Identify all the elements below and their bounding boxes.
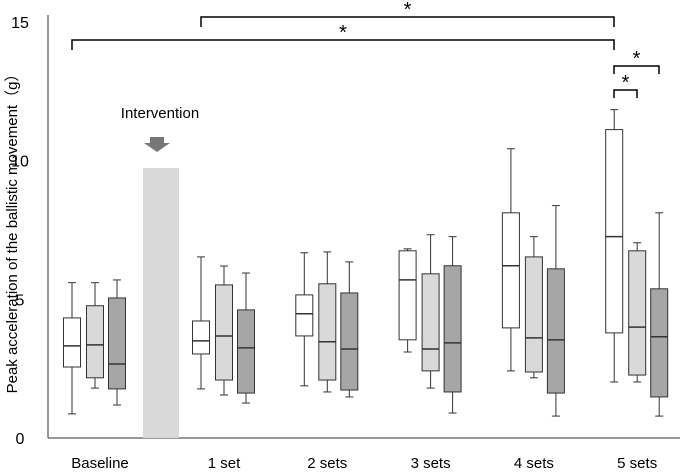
box: [192, 320, 210, 355]
box: [295, 294, 314, 337]
x-tick-label: 2 sets: [307, 455, 347, 472]
significance-star: *: [622, 72, 630, 94]
box: [237, 309, 255, 394]
significance-star: *: [404, 0, 412, 21]
box: [501, 212, 520, 329]
box: [86, 305, 104, 379]
intervention-label: Intervention: [121, 105, 199, 122]
x-tick-label: 5 sets: [617, 455, 657, 472]
intervention-arrow: [144, 137, 170, 152]
box: [524, 256, 543, 373]
y-axis-label: Peak acceleration of the ballistic movem…: [4, 67, 21, 394]
x-tick-label: 1 set: [208, 455, 241, 472]
y-tick-label: 15: [11, 15, 29, 32]
significance-bracket: [613, 65, 660, 74]
significance-star: *: [339, 22, 347, 44]
significance-bracket: [613, 89, 638, 98]
box: [650, 288, 669, 398]
box: [605, 129, 624, 334]
significance-bracket: [200, 16, 615, 27]
box: [215, 284, 233, 381]
box: [628, 250, 647, 376]
x-tick-label: Baseline: [71, 455, 129, 472]
box: [546, 268, 565, 394]
significance-star: *: [633, 48, 641, 70]
box: [340, 292, 359, 391]
box: [398, 250, 417, 341]
box: [443, 265, 462, 393]
y-tick-label: 5: [16, 292, 25, 309]
box: [318, 283, 337, 381]
intervention-band: [143, 168, 179, 438]
box: [108, 297, 126, 390]
significance-bracket: [71, 39, 615, 50]
y-tick-label: 0: [16, 431, 25, 448]
box: [421, 273, 440, 372]
y-tick-label: 10: [11, 154, 29, 171]
x-tick-label: 3 sets: [411, 455, 451, 472]
box: [63, 317, 81, 368]
x-tick-label: 4 sets: [514, 455, 554, 472]
